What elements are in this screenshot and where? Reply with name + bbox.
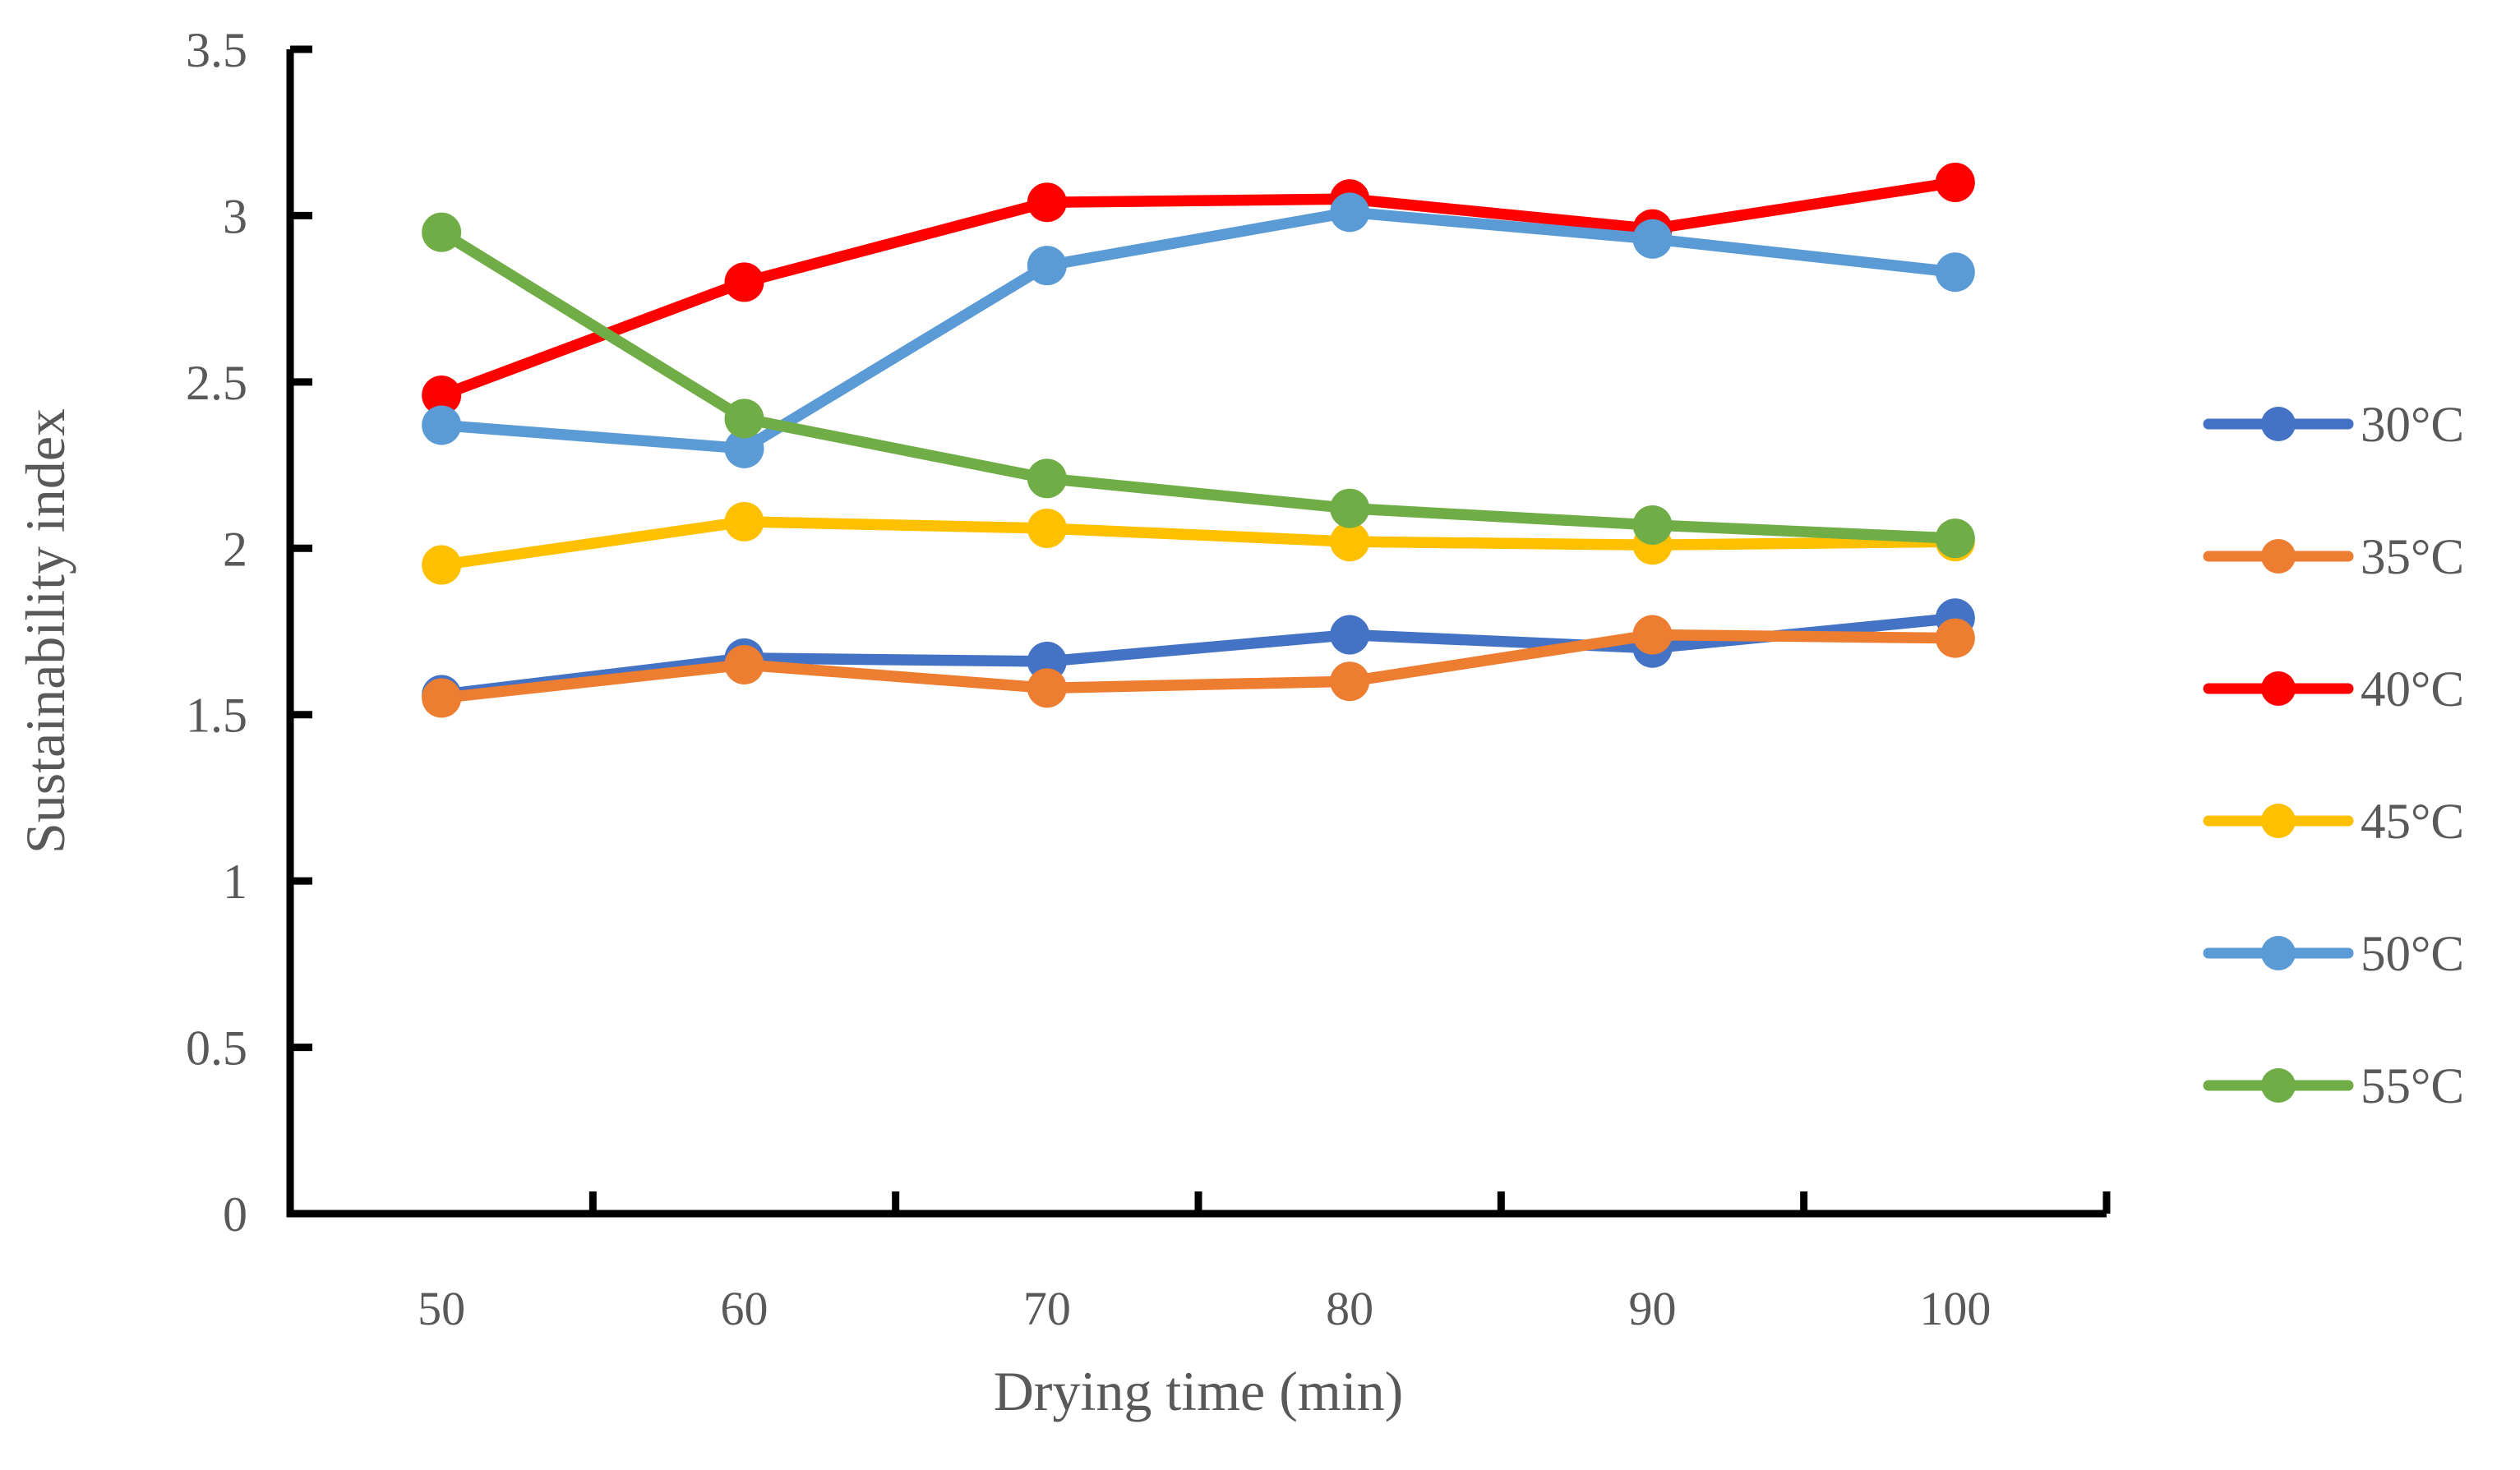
legend-item: 40°C [2203,662,2464,717]
legend-marker-swatch [2261,936,2296,970]
y-axis-title: Sustainability index [14,408,76,854]
data-point-45c [1330,522,1370,562]
data-point-35c [1027,668,1067,708]
y-tick-label: 2.5 [186,356,247,410]
legend-group: 30°C 35°C 40°C 45°C 50°C 55°C [2203,398,2464,1114]
data-point-50c [1027,246,1067,286]
data-point-40c [1935,162,1975,202]
data-point-35c [1935,618,1975,658]
y-tick-label: 1 [223,855,247,909]
y-tick-label: 1.5 [186,689,247,743]
data-point-50c [1935,252,1975,293]
x-tick-label: 100 [1919,1282,1991,1335]
x-tick-label: 70 [1023,1282,1071,1335]
y-tick-label: 3.5 [186,23,247,77]
data-point-45c [422,545,462,585]
data-point-30c [1330,615,1370,655]
data-point-45c [724,501,764,541]
legend-label: 35°C [2361,530,2464,585]
series-group [422,162,1975,718]
data-point-35c [422,678,462,718]
data-point-40c [422,376,462,416]
x-tick-label: 50 [418,1282,465,1335]
legend-label: 40°C [2361,662,2464,717]
x-tick-label: 80 [1326,1282,1373,1335]
data-point-45c [1027,508,1067,548]
legend-item: 35°C [2203,530,2464,585]
data-point-35c [1632,615,1673,655]
y-tick-label: 2 [223,522,247,576]
data-point-40c [724,262,764,302]
x-axis-title: Drying time (min) [994,1360,1404,1422]
data-point-50c [422,405,462,445]
legend-label: 55°C [2361,1059,2464,1114]
series-line-50c [436,206,1961,454]
legend-item: 55°C [2203,1059,2464,1114]
y-tick-label: 3 [223,189,247,243]
data-point-55c [724,399,764,439]
data-point-35c [1330,661,1370,702]
series-line-55c [436,226,1961,544]
legend-marker-swatch [2261,671,2296,706]
legend-item: 45°C [2203,795,2464,850]
legend-marker-swatch [2261,539,2296,574]
data-point-50c [1330,192,1370,233]
data-point-55c [422,212,462,252]
y-tick-label: 0 [223,1187,247,1242]
series-line-30c [436,612,1961,701]
data-point-50c [724,428,764,468]
legend-marker-swatch [2261,1068,2296,1103]
x-tick-label: 90 [1629,1282,1677,1335]
series-line-45c [436,516,1961,571]
legend-marker-swatch [2261,804,2296,838]
series-line-35c [436,629,1961,704]
legend-label: 50°C [2361,927,2464,982]
data-point-55c [1632,505,1673,545]
legend-marker-swatch [2261,407,2296,441]
x-tick-label: 60 [721,1282,768,1335]
legend-label: 30°C [2361,398,2464,453]
legend-item: 30°C [2203,398,2464,453]
data-point-55c [1330,488,1370,528]
data-point-55c [1935,518,1975,559]
data-point-35c [724,644,764,684]
series-line-40c [436,177,1961,401]
data-point-40c [1027,182,1067,223]
legend-item: 50°C [2203,927,2464,982]
y-tick-label: 0.5 [186,1021,247,1076]
axes-group: 0 0.5 1 1.5 2 2.5 3 3.5 50 60 70 80 90 100 [186,23,2111,1335]
data-point-55c [1027,459,1067,499]
data-point-50c [1632,219,1673,259]
legend-label: 45°C [2361,795,2464,850]
